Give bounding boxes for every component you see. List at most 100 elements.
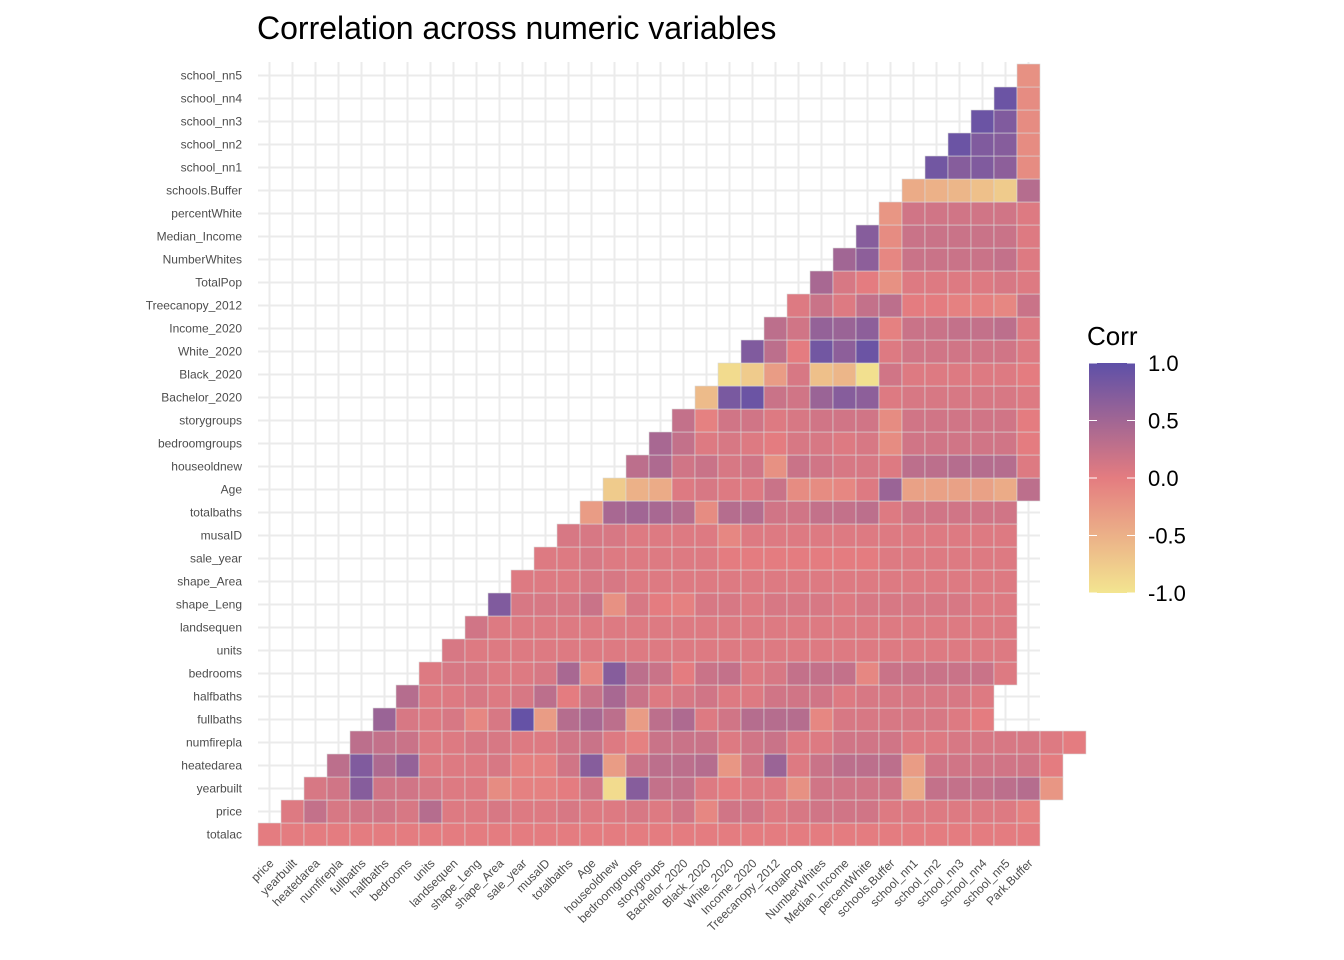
heatmap-cell [533, 684, 558, 709]
heatmap-cell [694, 730, 719, 755]
heatmap-cell [671, 546, 696, 571]
heatmap-cell [763, 615, 788, 640]
heatmap-cell [786, 477, 811, 502]
heatmap-cell [947, 454, 972, 479]
heatmap-cell [487, 638, 512, 663]
heatmap-cell [464, 684, 489, 709]
heatmap-cell [970, 316, 995, 341]
heatmap-cell [694, 523, 719, 548]
heatmap-cell [924, 385, 949, 410]
heatmap-cell [809, 707, 834, 732]
heatmap-cell [947, 224, 972, 249]
heatmap-cell [993, 477, 1018, 502]
heatmap-cell [303, 822, 328, 847]
heatmap-cell [418, 753, 443, 778]
heatmap-cell [1016, 776, 1041, 801]
heatmap-cell [717, 799, 742, 824]
heatmap-cell [786, 730, 811, 755]
heatmap-cell [924, 500, 949, 525]
y-tick-label: Black_2020 [179, 368, 242, 382]
heatmap-cell [924, 661, 949, 686]
heatmap-cell [970, 293, 995, 318]
y-tick-label: heatedarea [181, 759, 242, 773]
heatmap-cell [671, 615, 696, 640]
y-tick-label: storygroups [179, 414, 242, 428]
y-tick-label: halfbaths [193, 690, 242, 704]
legend: Corr 1.0 0.5 0.0 -0.5 -1.0 [1087, 321, 1186, 606]
heatmap-cell [947, 247, 972, 272]
heatmap-cell [947, 155, 972, 180]
heatmap-cell [1039, 753, 1064, 778]
heatmap-cell [1016, 753, 1041, 778]
heatmap-cell [878, 431, 903, 456]
heatmap-cell [786, 293, 811, 318]
heatmap-cell [832, 408, 857, 433]
heatmap-cell [832, 569, 857, 594]
heatmap-cell [901, 661, 926, 686]
heatmap-cell [349, 776, 374, 801]
heatmap-cell [510, 753, 535, 778]
heatmap-cell [602, 661, 627, 686]
heatmap-cell [280, 822, 305, 847]
heatmap-cell [855, 776, 880, 801]
heatmap-cell [671, 569, 696, 594]
heatmap-cell [970, 109, 995, 134]
heatmap-cell [901, 247, 926, 272]
heatmap-cell [556, 730, 581, 755]
y-tick-label: Median_Income [157, 230, 243, 244]
heatmap-cell [809, 661, 834, 686]
heatmap-cell [947, 546, 972, 571]
heatmap-cell [1016, 431, 1041, 456]
heatmap-cell [901, 615, 926, 640]
heatmap-cell [924, 247, 949, 272]
heatmap-cell [786, 776, 811, 801]
heatmap-cell [924, 339, 949, 364]
heatmap-cell [556, 523, 581, 548]
heatmap-cell [832, 477, 857, 502]
heatmap-cell [1016, 316, 1041, 341]
heatmap-cell [809, 684, 834, 709]
heatmap-cell [993, 293, 1018, 318]
heatmap-cell [694, 477, 719, 502]
heatmap-cell [717, 615, 742, 640]
heatmap-cell [901, 546, 926, 571]
heatmap-cell [786, 638, 811, 663]
heatmap-cell [533, 822, 558, 847]
heatmap-cell [1016, 730, 1041, 755]
heatmap-cell [970, 362, 995, 387]
y-axis-labels: totalac price yearbuilt heatedarea numfirepl… [146, 69, 243, 842]
heatmap-cell [418, 776, 443, 801]
heatmap-cell [602, 546, 627, 571]
heatmap-cell [556, 546, 581, 571]
heatmap-cell [1039, 776, 1064, 801]
y-tick-label: Age [221, 483, 243, 497]
y-tick-label: totalbaths [190, 506, 242, 520]
heatmap-cell [901, 385, 926, 410]
heatmap-cell [671, 776, 696, 801]
heatmap-cell [763, 454, 788, 479]
heatmap-cell [878, 638, 903, 663]
heatmap-cell [579, 822, 604, 847]
heatmap-cell [579, 592, 604, 617]
heatmap-cell [924, 293, 949, 318]
heatmap-cell [740, 776, 765, 801]
heatmap-cell [970, 776, 995, 801]
x-axis-labels: priceyearbuiltheatedareanumfireplafullba… [248, 856, 1035, 934]
heatmap-cell [924, 155, 949, 180]
heatmap-cell [694, 753, 719, 778]
heatmap-cell [832, 730, 857, 755]
heatmap-cell [579, 799, 604, 824]
heatmap-cell [855, 224, 880, 249]
heatmap-cell [993, 523, 1018, 548]
heatmap-cell [349, 753, 374, 778]
heatmap-cell [878, 707, 903, 732]
heatmap-cell [970, 454, 995, 479]
heatmap-cell [602, 523, 627, 548]
heatmap-cell [855, 753, 880, 778]
heatmap-cell [648, 615, 673, 640]
heatmap-cell [878, 362, 903, 387]
heatmap-cell [809, 362, 834, 387]
heatmap-cell [924, 592, 949, 617]
heatmap-cell [970, 408, 995, 433]
